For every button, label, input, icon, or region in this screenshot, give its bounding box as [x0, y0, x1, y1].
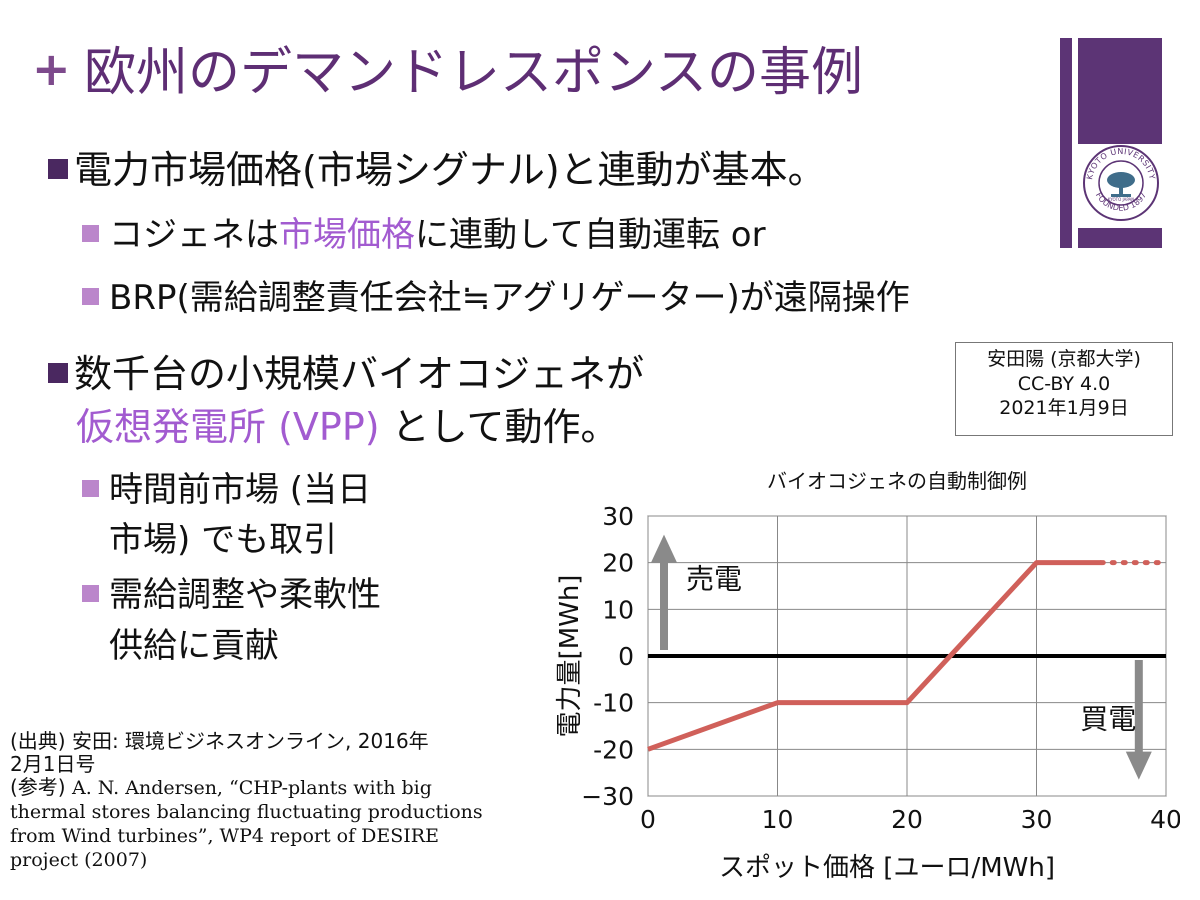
source-notes: (出典) 安田: 環境ビジネスオンライン, 2016年 2月1日号 (参考) A…	[10, 730, 510, 871]
y-tick-label: -20	[593, 735, 634, 764]
x-tick-label: 10	[762, 805, 794, 834]
slide-title: 欧州のデマンドレスポンスの事例	[84, 43, 863, 103]
kyoto-university-emblem-icon: KYOTO UNIVERSITY FOUNDED 1897 KYOTO JAPA…	[1083, 145, 1159, 221]
y-tick-label: 10	[602, 595, 634, 624]
source-line2: 2月1日号	[10, 752, 96, 776]
highlight-market-price: 市場価格	[279, 215, 415, 255]
bullet-text: BRP(需給調整責任会社≒アグリゲーター)が遠隔操作	[109, 278, 910, 318]
y-tick-label: −30	[581, 782, 634, 811]
logo-block-bottom	[1078, 228, 1162, 248]
source-ref-prefix: (参考)	[10, 775, 72, 799]
bullet-intraday: 時間前市場 (当日	[82, 470, 371, 511]
bullet-balancing-line2: 供給に貢献	[109, 626, 279, 667]
bullet-text: 時間前市場 (当日	[109, 470, 372, 510]
credit-author: 安田陽 (京都大学)	[987, 348, 1141, 370]
buy-label: 買電	[1080, 702, 1136, 735]
logo-block-top	[1078, 38, 1162, 144]
source-ref-text: A. N. Andersen, “CHP-plants with big the…	[10, 777, 483, 871]
bullet-text: 市場) でも取引	[109, 520, 338, 560]
sub-bullet-square-icon	[82, 288, 99, 305]
bullet-text-post: として動作。	[379, 405, 619, 449]
logo-small-text: KYOTO JAPAN	[1108, 197, 1134, 202]
sell-arrow-icon	[651, 534, 677, 563]
bullet-intraday-line2: 市場) でも取引	[109, 520, 337, 561]
bullet-market-signal: 電力市場価格(市場シグナル)と連動が基本。	[48, 148, 826, 194]
x-tick-label: 0	[640, 805, 656, 834]
y-tick-label: 30	[602, 502, 634, 531]
highlight-vpp: 仮想発電所 (VPP)	[76, 405, 380, 449]
bullet-text: 数千台の小規模バイオコジェネが	[74, 352, 645, 396]
sub-bullet-square-icon	[82, 225, 99, 242]
bullet-vpp-line2: 仮想発電所 (VPP) として動作。	[76, 405, 619, 451]
buy-arrow-icon	[1125, 751, 1152, 780]
chart-title: バイオコジェネの自動制御例	[767, 469, 1027, 493]
sub-bullet-square-icon	[82, 480, 99, 497]
bullet-text: 供給に貢献	[109, 626, 279, 666]
bullet-text: 電力市場価格(市場シグナル)と連動が基本。	[74, 148, 826, 192]
y-tick-label: 20	[602, 549, 634, 578]
y-axis-label: 電力量[MWh]	[555, 575, 585, 738]
bullet-square-icon	[48, 159, 68, 179]
bullet-cogen: コジェネは市場価格に連動して自動運転 or	[82, 215, 766, 256]
plus-mark: +	[32, 42, 71, 96]
bullet-text: 需給調整や柔軟性	[109, 575, 381, 615]
y-tick-label: -10	[593, 689, 634, 718]
sell-arrow-shaft	[660, 560, 668, 650]
control-curve-line	[647, 560, 1102, 752]
x-axis-label: スポット価格 [ユーロ/MWh]	[719, 853, 1055, 883]
x-tick-label: 40	[1150, 805, 1180, 834]
x-tick-label: 20	[891, 805, 923, 834]
x-tick-label: 30	[1021, 805, 1053, 834]
source-line1: (出典) 安田: 環境ビジネスオンライン, 2016年	[10, 729, 429, 753]
logo-side-bar	[1060, 38, 1072, 248]
bullet-text-pre: コジェネは	[109, 215, 279, 255]
bullet-brp: BRP(需給調整責任会社≒アグリゲーター)が遠隔操作	[82, 278, 910, 319]
bullet-square-icon	[48, 363, 68, 383]
bullet-vpp: 数千台の小規模バイオコジェネが	[48, 352, 644, 398]
credit-date: 2021年1月9日	[999, 397, 1129, 420]
credit-box: 安田陽 (京都大学) CC-BY 4.0 2021年1月9日	[955, 342, 1173, 436]
y-tick-label: 0	[618, 642, 634, 671]
buy-arrow-shaft	[1134, 660, 1143, 754]
sub-bullet-square-icon	[82, 585, 99, 602]
bullet-balancing: 需給調整や柔軟性	[82, 575, 381, 616]
sell-label: 売電	[686, 562, 742, 595]
source-line3: (参考) A. N. Andersen, “CHP-plants with bi…	[10, 776, 510, 871]
bullet-text-post: に連動して自動運転 or	[415, 215, 766, 255]
credit-license: CC-BY 4.0	[1017, 372, 1111, 395]
